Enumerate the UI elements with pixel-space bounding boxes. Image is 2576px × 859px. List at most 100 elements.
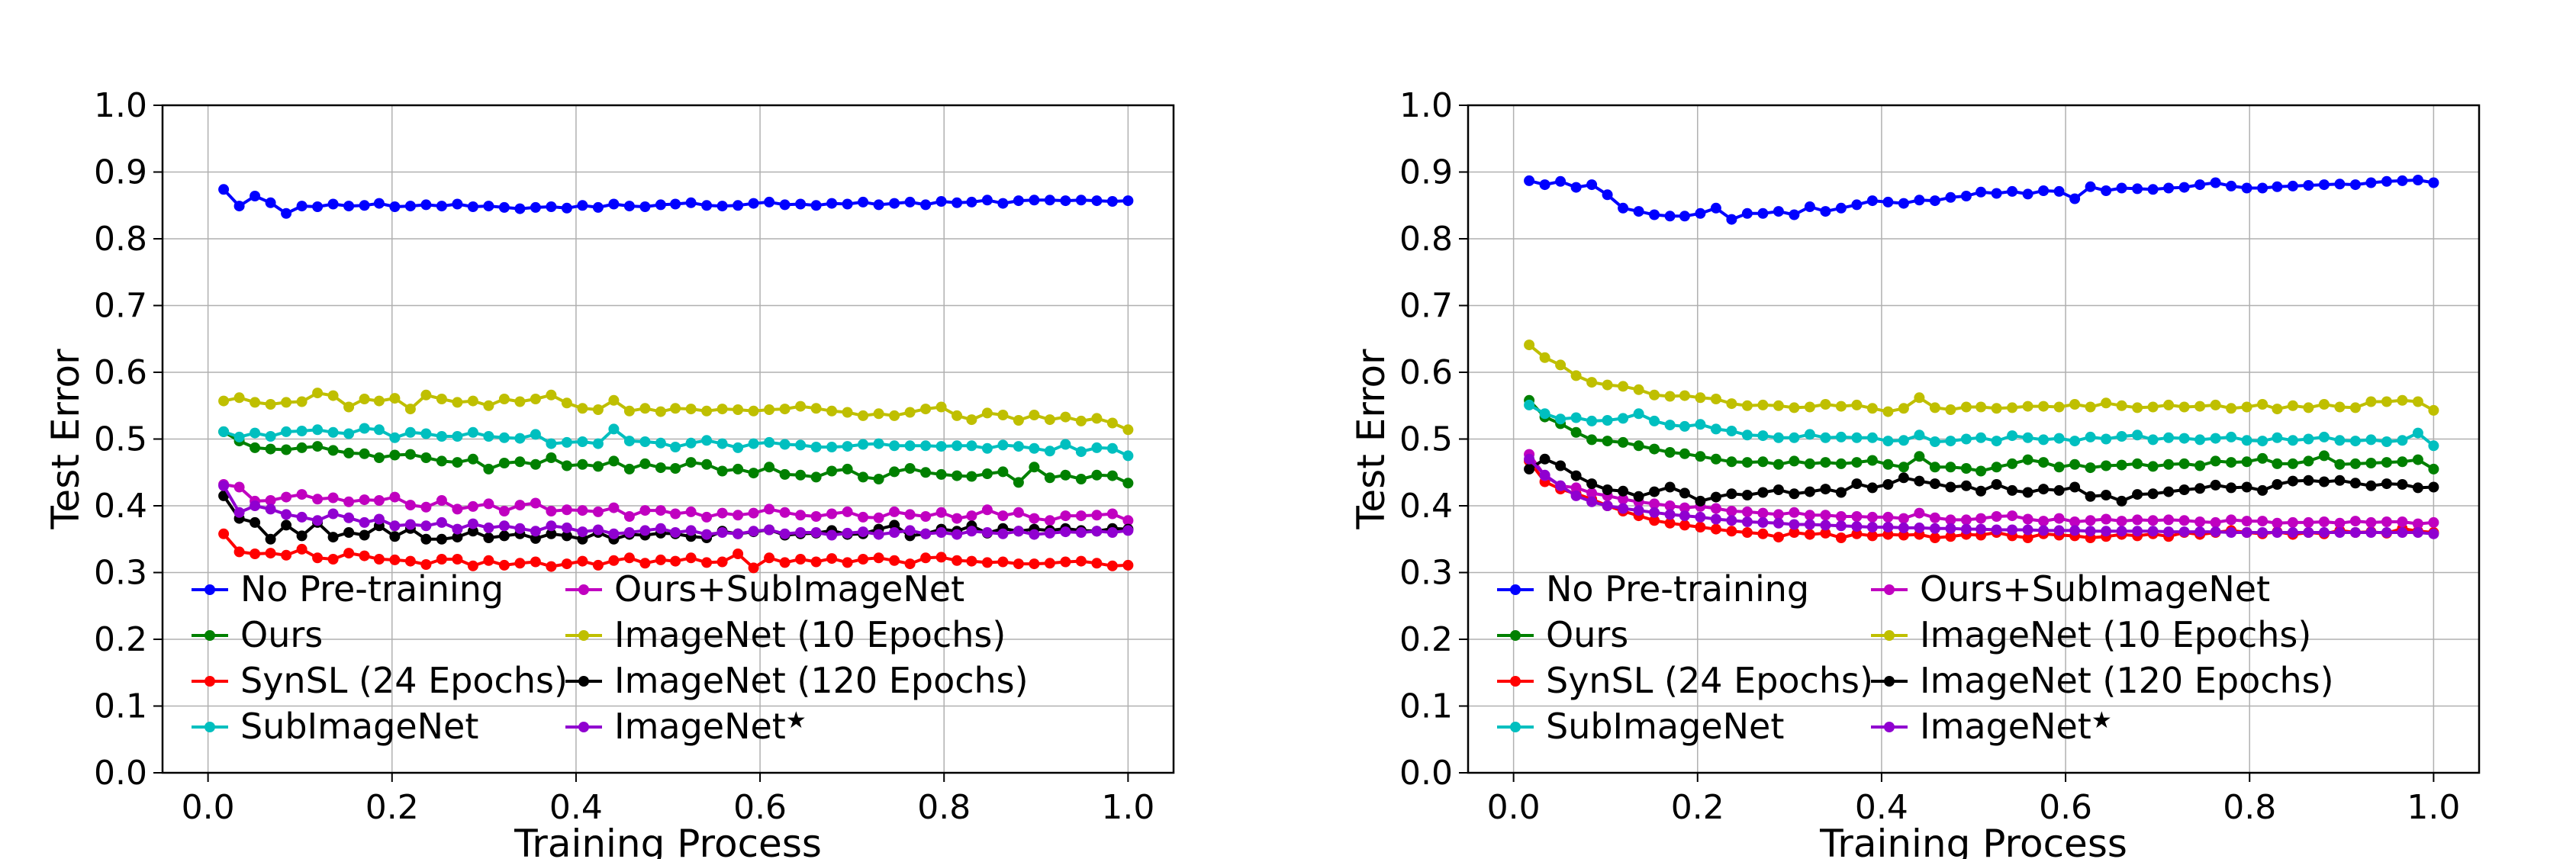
data-point: [1991, 462, 2002, 473]
data-point: [2007, 185, 2018, 197]
data-point: [858, 526, 869, 538]
data-point: [577, 458, 588, 470]
legend-marker: [578, 676, 589, 687]
y-tick-label: 0.8: [1399, 220, 1453, 259]
data-point: [810, 403, 822, 414]
data-point: [810, 471, 822, 483]
data-point: [2287, 475, 2298, 487]
data-point: [920, 440, 932, 452]
y-tick-label: 0.3: [94, 554, 147, 593]
data-point: [2397, 527, 2408, 538]
data-point: [1975, 513, 1987, 524]
data-point: [2147, 488, 2159, 500]
data-point: [1820, 206, 1831, 217]
data-point: [436, 201, 447, 212]
data-point: [359, 200, 370, 211]
data-point: [1929, 462, 1940, 473]
data-point: [1851, 478, 1863, 490]
data-point: [1091, 526, 1103, 537]
data-point: [296, 442, 308, 453]
data-point: [281, 520, 292, 531]
data-point: [1726, 488, 1737, 500]
data-point: [1710, 491, 1721, 503]
data-point: [2397, 456, 2408, 468]
data-point: [2241, 435, 2252, 446]
y-tick-label: 0.0: [94, 754, 147, 793]
series-imagenet-10-epochs: [218, 388, 1134, 436]
x-tick-label: 0.0: [182, 788, 235, 827]
data-point: [312, 388, 324, 399]
series-imagenet-120-epochs: [1524, 453, 2439, 507]
data-point: [467, 453, 478, 465]
data-point: [966, 555, 977, 567]
data-point: [842, 198, 853, 210]
data-point: [1013, 477, 1024, 488]
data-point: [2101, 513, 2112, 525]
data-point: [404, 449, 416, 460]
data-point: [2069, 525, 2081, 536]
y-tick-label: 1.0: [1399, 86, 1453, 125]
data-point: [2365, 527, 2377, 538]
data-point: [1866, 195, 1878, 207]
data-point: [2241, 401, 2252, 413]
data-point: [1060, 469, 1071, 481]
data-point: [2318, 450, 2330, 462]
data-point: [483, 431, 494, 442]
data-point: [1851, 511, 1863, 522]
data-point: [2101, 433, 2112, 445]
data-point: [1060, 411, 1071, 423]
data-point: [592, 438, 604, 449]
data-point: [1586, 487, 1598, 499]
data-point: [1664, 509, 1676, 520]
series-line: [1528, 343, 2435, 413]
data-point: [2194, 516, 2206, 527]
data-point: [2365, 396, 2377, 407]
data-point: [1570, 482, 1582, 494]
data-point: [2038, 457, 2050, 468]
data-point: [296, 396, 308, 407]
data-point: [952, 470, 963, 481]
data-point: [2116, 459, 2127, 471]
data-point: [2257, 436, 2268, 447]
data-point: [764, 196, 775, 208]
data-point: [1898, 522, 1909, 533]
data-point: [1757, 507, 1769, 519]
data-point: [1757, 528, 1769, 539]
data-point: [1820, 520, 1831, 531]
data-point: [1602, 484, 1613, 495]
data-point: [1029, 529, 1040, 540]
data-point: [327, 426, 339, 438]
data-point: [2287, 527, 2298, 538]
data-point: [1866, 432, 1878, 443]
data-point: [1618, 413, 1629, 424]
data-point: [981, 557, 993, 568]
y-axis-label: Test Error: [43, 349, 88, 530]
data-point: [452, 198, 463, 210]
data-point: [250, 397, 261, 408]
data-point: [327, 554, 339, 565]
data-point: [2007, 484, 2018, 496]
data-point: [2428, 516, 2439, 528]
data-point: [2101, 490, 2112, 500]
data-point: [1945, 531, 1956, 542]
x-tick-label: 0.8: [917, 788, 971, 827]
data-point: [639, 558, 651, 569]
data-point: [2241, 527, 2252, 538]
data-point: [889, 440, 900, 452]
series-ours: [1524, 394, 2439, 477]
data-point: [1695, 451, 1706, 462]
data-point: [1804, 401, 1815, 413]
data-point: [966, 414, 977, 426]
data-point: [1835, 202, 1847, 214]
legend-label: SynSL (24 Epochs): [1546, 660, 1873, 701]
data-point: [1075, 474, 1087, 484]
data-point: [546, 528, 557, 539]
data-point: [1044, 515, 1055, 526]
data-point: [1618, 494, 1629, 505]
data-point: [467, 518, 478, 529]
data-point: [1044, 472, 1055, 484]
data-point: [2132, 526, 2143, 537]
data-point: [2272, 517, 2283, 529]
data-point: [530, 429, 541, 440]
data-point: [1866, 511, 1878, 523]
